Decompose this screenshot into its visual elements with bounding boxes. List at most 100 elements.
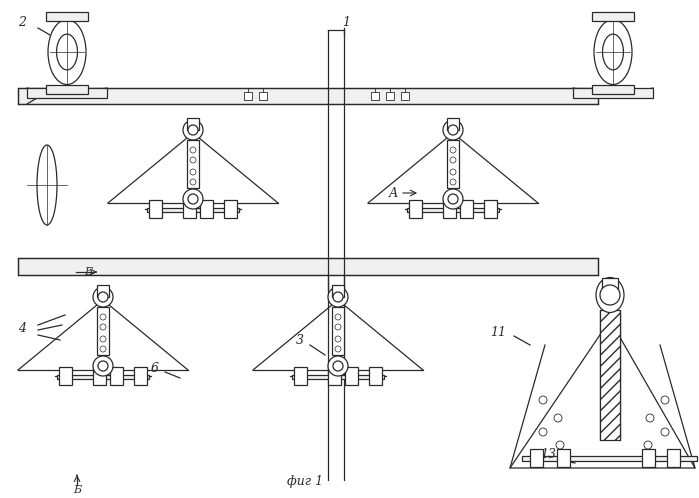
Circle shape	[539, 396, 547, 404]
Bar	[147, 208, 239, 212]
Bar	[592, 85, 634, 94]
Bar	[187, 118, 199, 130]
Bar	[27, 88, 107, 98]
Circle shape	[644, 441, 652, 449]
Circle shape	[188, 194, 198, 204]
Circle shape	[556, 441, 564, 449]
Polygon shape	[510, 320, 695, 468]
Circle shape	[443, 120, 463, 140]
Circle shape	[93, 356, 113, 376]
Bar	[522, 456, 697, 461]
Bar	[328, 367, 341, 385]
Bar	[667, 449, 680, 467]
Bar	[97, 307, 109, 355]
Bar	[18, 88, 598, 104]
Circle shape	[188, 125, 198, 135]
Text: 3: 3	[296, 334, 304, 347]
Circle shape	[100, 314, 106, 320]
Bar	[600, 310, 620, 440]
Bar	[134, 367, 147, 385]
Bar	[484, 200, 497, 218]
Circle shape	[98, 361, 108, 371]
Circle shape	[190, 157, 196, 163]
Bar	[602, 278, 618, 295]
Text: 6: 6	[151, 362, 159, 374]
Circle shape	[450, 169, 456, 175]
Circle shape	[333, 361, 343, 371]
Circle shape	[333, 292, 343, 302]
Ellipse shape	[57, 34, 78, 70]
Text: Б: Б	[73, 485, 81, 495]
Circle shape	[100, 346, 106, 352]
Bar	[93, 367, 106, 385]
Circle shape	[190, 169, 196, 175]
Circle shape	[600, 285, 620, 305]
Circle shape	[100, 336, 106, 342]
Circle shape	[450, 157, 456, 163]
Bar	[386, 92, 394, 100]
Bar	[592, 11, 634, 20]
Bar	[409, 200, 422, 218]
Bar	[530, 449, 543, 467]
Ellipse shape	[594, 19, 632, 85]
Bar	[345, 367, 358, 385]
Circle shape	[335, 324, 341, 330]
Circle shape	[450, 147, 456, 153]
Text: 13: 13	[540, 449, 556, 462]
Circle shape	[448, 125, 458, 135]
Circle shape	[93, 287, 113, 307]
Circle shape	[98, 292, 108, 302]
Bar	[443, 200, 456, 218]
Circle shape	[183, 120, 203, 140]
Bar	[18, 258, 598, 275]
Circle shape	[554, 414, 562, 422]
Circle shape	[100, 324, 106, 330]
Bar	[292, 375, 384, 379]
Circle shape	[190, 147, 196, 153]
Bar	[200, 200, 213, 218]
Bar	[332, 285, 344, 297]
Bar	[447, 118, 459, 130]
Bar	[642, 449, 655, 467]
Bar	[57, 375, 149, 379]
Bar	[110, 367, 123, 385]
Bar	[149, 200, 162, 218]
Circle shape	[335, 336, 341, 342]
Bar	[401, 92, 409, 100]
Bar	[332, 307, 344, 355]
Circle shape	[450, 179, 456, 185]
Circle shape	[448, 194, 458, 204]
Bar	[294, 367, 307, 385]
Bar	[573, 88, 653, 98]
Circle shape	[646, 414, 654, 422]
Bar	[369, 367, 382, 385]
Text: 1: 1	[342, 15, 350, 28]
Bar	[46, 85, 88, 94]
Bar	[557, 449, 570, 467]
Bar	[224, 200, 237, 218]
Bar	[407, 208, 499, 212]
Bar	[244, 92, 252, 100]
Circle shape	[335, 346, 341, 352]
Circle shape	[335, 314, 341, 320]
Bar	[59, 367, 72, 385]
Circle shape	[443, 189, 463, 209]
Bar	[371, 92, 379, 100]
Circle shape	[183, 189, 203, 209]
Circle shape	[328, 356, 348, 376]
Circle shape	[190, 179, 196, 185]
Bar	[183, 200, 196, 218]
Text: 11: 11	[490, 326, 506, 339]
Text: 2: 2	[18, 15, 26, 28]
Circle shape	[661, 396, 669, 404]
Text: 4: 4	[18, 322, 26, 335]
Bar	[460, 200, 473, 218]
Bar	[447, 140, 459, 188]
Circle shape	[539, 428, 547, 436]
Text: фиг 1: фиг 1	[287, 476, 323, 489]
Ellipse shape	[596, 277, 624, 313]
Text: А: А	[388, 186, 398, 200]
Ellipse shape	[37, 145, 57, 225]
Bar	[259, 92, 267, 100]
Bar	[97, 285, 109, 297]
